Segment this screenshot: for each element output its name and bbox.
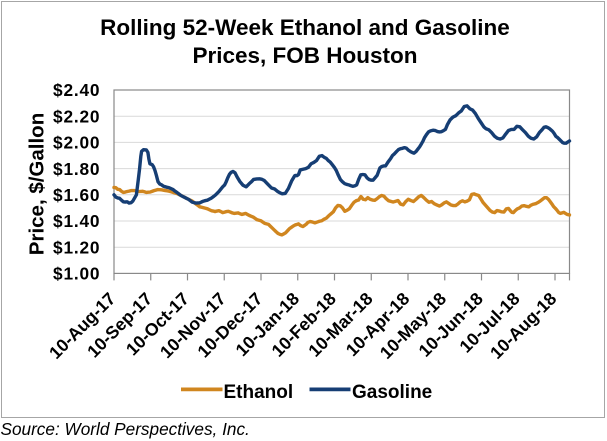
svg-text:$1.80: $1.80 <box>53 159 100 179</box>
svg-text:Gasoline: Gasoline <box>352 382 432 403</box>
svg-text:$2.20: $2.20 <box>53 106 100 126</box>
svg-text:Price, $/Gallon: Price, $/Gallon <box>26 113 49 255</box>
svg-text:Rolling 52-Week Ethanol and Ga: Rolling 52-Week Ethanol and Gasoline <box>100 15 510 40</box>
svg-text:$1.20: $1.20 <box>53 237 100 257</box>
svg-text:$1.00: $1.00 <box>53 264 100 284</box>
svg-text:Prices, FOB Houston: Prices, FOB Houston <box>192 43 417 68</box>
svg-text:Source: World Perspectives, In: Source: World Perspectives, Inc. <box>1 419 250 439</box>
svg-text:$1.40: $1.40 <box>53 211 100 231</box>
svg-text:Ethanol: Ethanol <box>224 382 294 403</box>
svg-text:$2.40: $2.40 <box>53 80 100 100</box>
svg-text:$2.00: $2.00 <box>53 133 100 153</box>
svg-text:$1.60: $1.60 <box>53 185 100 205</box>
